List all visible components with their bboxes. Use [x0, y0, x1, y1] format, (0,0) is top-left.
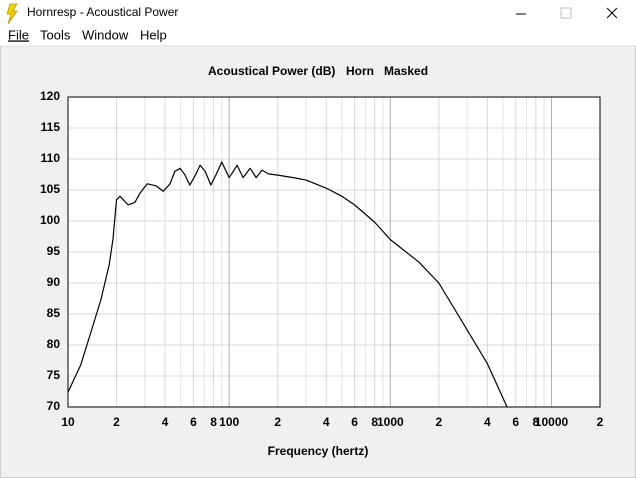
x-tick-label: 10000 [535, 415, 569, 429]
menu-item[interactable]: Tools [40, 27, 71, 42]
close-button[interactable] [606, 7, 618, 19]
y-tick-label: 80 [47, 337, 61, 351]
y-tick-label: 120 [40, 89, 60, 103]
x-tick-label: 2 [597, 415, 604, 429]
menu-bar [0, 28, 636, 46]
x-tick-label: 1000 [377, 415, 404, 429]
y-tick-label: 90 [47, 275, 61, 289]
x-tick-label: 2 [113, 415, 120, 429]
x-tick-label: 8 [210, 415, 217, 429]
y-tick-label: 110 [41, 151, 61, 165]
title-bar [0, 0, 636, 28]
y-tick-label: 70 [47, 399, 61, 413]
x-tick-label: 2 [435, 415, 442, 429]
chart-subtitle: Horn [346, 64, 374, 78]
y-tick-label: 85 [47, 306, 61, 320]
y-tick-label: 115 [41, 120, 61, 134]
x-tick-label: 8 [533, 415, 540, 429]
x-tick-label: 4 [162, 415, 169, 429]
y-tick-label: 95 [47, 244, 61, 258]
x-tick-label: 6 [190, 415, 197, 429]
menu-item[interactable]: File [8, 27, 29, 42]
x-tick-label: 100 [219, 415, 239, 429]
y-tick-label: 105 [40, 182, 60, 196]
window-title: Hornresp - Acoustical Power [27, 5, 178, 19]
app-icon [6, 3, 18, 25]
x-axis-label: Frequency (hertz) [268, 444, 369, 458]
data-line [67, 161, 508, 408]
x-tick-label: 4 [484, 415, 491, 429]
y-tick-label: 75 [47, 368, 61, 382]
menu-item[interactable]: Window [82, 27, 129, 42]
plot-border [67, 96, 601, 408]
x-tick-label: 10 [61, 415, 75, 429]
y-tick-label: 100 [40, 213, 60, 227]
menu-item[interactable]: Help [140, 27, 167, 42]
x-tick-label: 6 [351, 415, 358, 429]
chart-subtitle: Masked [384, 64, 428, 78]
maximize-button[interactable] [560, 7, 572, 19]
x-tick-label: 8 [371, 415, 378, 429]
x-tick-label: 4 [323, 415, 330, 429]
chart-title: Acoustical Power (dB) [208, 64, 335, 78]
x-tick-label: 2 [274, 415, 281, 429]
x-tick-label: 6 [512, 415, 519, 429]
